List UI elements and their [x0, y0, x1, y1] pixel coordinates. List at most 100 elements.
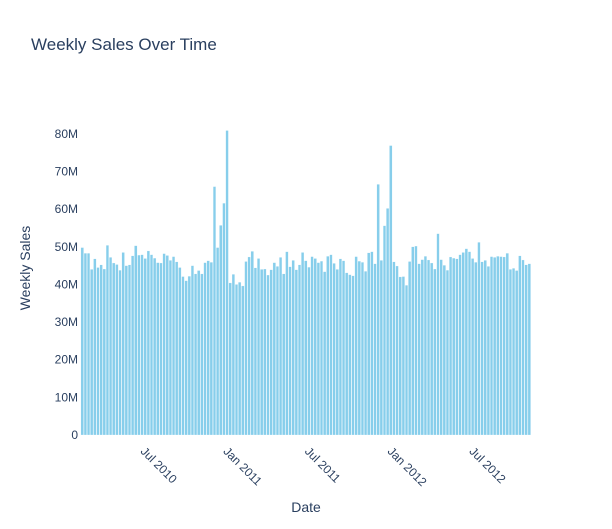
bar[interactable]	[379, 260, 383, 436]
bar[interactable]	[162, 253, 166, 436]
bar[interactable]	[370, 251, 374, 436]
bar[interactable]	[471, 258, 475, 436]
bar[interactable]	[512, 268, 516, 436]
bar[interactable]	[222, 203, 226, 436]
bar[interactable]	[474, 262, 478, 436]
bar[interactable]	[527, 263, 531, 436]
bar[interactable]	[90, 269, 94, 436]
bar[interactable]	[505, 253, 509, 436]
bar[interactable]	[521, 259, 525, 436]
bar[interactable]	[364, 271, 368, 436]
bar[interactable]	[360, 262, 364, 436]
bar[interactable]	[386, 208, 390, 436]
bar[interactable]	[134, 245, 138, 436]
bar[interactable]	[313, 258, 317, 436]
bar[interactable]	[244, 261, 248, 436]
bar[interactable]	[212, 186, 216, 436]
bar[interactable]	[518, 255, 522, 436]
bar[interactable]	[354, 256, 358, 436]
bar[interactable]	[373, 263, 377, 436]
bar[interactable]	[307, 266, 311, 436]
bar[interactable]	[165, 255, 169, 436]
bar[interactable]	[401, 276, 405, 436]
bar[interactable]	[291, 260, 295, 436]
bar[interactable]	[156, 262, 160, 436]
bar[interactable]	[115, 264, 119, 436]
bar[interactable]	[216, 247, 220, 436]
bar[interactable]	[102, 268, 106, 436]
bar[interactable]	[257, 258, 261, 436]
bar[interactable]	[112, 262, 116, 436]
bar[interactable]	[477, 242, 481, 436]
bar[interactable]	[423, 256, 427, 436]
bar[interactable]	[348, 274, 352, 436]
bar[interactable]	[175, 261, 179, 436]
bar[interactable]	[263, 268, 267, 436]
bar[interactable]	[219, 225, 223, 436]
bar[interactable]	[225, 130, 229, 436]
bar[interactable]	[194, 273, 198, 436]
bar[interactable]	[411, 246, 415, 436]
bar[interactable]	[436, 233, 440, 436]
bar[interactable]	[345, 272, 349, 436]
bar[interactable]	[178, 267, 182, 436]
bar[interactable]	[408, 261, 412, 436]
bar[interactable]	[452, 257, 456, 436]
bar[interactable]	[417, 263, 421, 436]
bar[interactable]	[87, 253, 91, 436]
bar[interactable]	[250, 251, 254, 436]
bar[interactable]	[181, 276, 185, 436]
bar[interactable]	[458, 254, 462, 436]
bar[interactable]	[439, 259, 443, 436]
bar[interactable]	[131, 255, 135, 436]
bar[interactable]	[395, 265, 399, 436]
bar[interactable]	[342, 260, 346, 436]
bar[interactable]	[150, 254, 153, 436]
bar[interactable]	[445, 270, 449, 436]
bar[interactable]	[326, 256, 330, 436]
bar[interactable]	[159, 262, 163, 436]
bar[interactable]	[304, 260, 308, 436]
bar[interactable]	[235, 284, 238, 436]
bar[interactable]	[323, 271, 327, 436]
bar[interactable]	[190, 265, 194, 436]
bar[interactable]	[206, 260, 210, 436]
bar[interactable]	[335, 269, 339, 436]
bar[interactable]	[298, 264, 301, 436]
bar[interactable]	[427, 259, 431, 436]
bar[interactable]	[338, 258, 342, 436]
bar[interactable]	[99, 264, 103, 436]
bar[interactable]	[140, 254, 144, 436]
bar[interactable]	[398, 276, 402, 436]
bar[interactable]	[231, 274, 235, 436]
bar[interactable]	[461, 252, 465, 436]
bar[interactable]	[455, 258, 459, 436]
bar[interactable]	[228, 282, 232, 436]
bar[interactable]	[496, 256, 500, 436]
bar[interactable]	[486, 266, 490, 436]
bar[interactable]	[282, 273, 286, 436]
bar[interactable]	[124, 265, 128, 436]
bar[interactable]	[238, 282, 242, 436]
bar[interactable]	[524, 264, 528, 436]
bar[interactable]	[294, 269, 298, 436]
bar[interactable]	[288, 266, 292, 436]
bar[interactable]	[383, 225, 386, 436]
bar[interactable]	[187, 276, 191, 436]
bar[interactable]	[376, 184, 380, 436]
bar[interactable]	[320, 260, 323, 436]
bar[interactable]	[127, 264, 131, 436]
bar[interactable]	[200, 273, 204, 436]
bar[interactable]	[301, 252, 305, 436]
bar[interactable]	[146, 250, 150, 436]
bar[interactable]	[269, 269, 273, 436]
bar[interactable]	[260, 269, 264, 436]
bar[interactable]	[143, 258, 147, 436]
bar[interactable]	[184, 280, 188, 436]
bar[interactable]	[480, 261, 484, 436]
bar[interactable]	[285, 251, 289, 436]
bar[interactable]	[93, 258, 97, 436]
bar[interactable]	[83, 253, 87, 436]
bar[interactable]	[109, 257, 113, 436]
bar[interactable]	[502, 256, 506, 436]
